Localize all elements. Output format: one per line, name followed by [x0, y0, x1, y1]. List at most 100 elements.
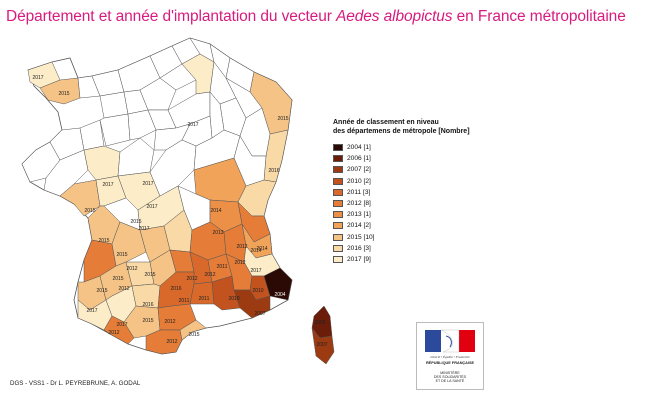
department-year-label: 2015 — [116, 252, 127, 258]
legend-swatch — [333, 244, 343, 252]
departments-layer — [21, 37, 335, 365]
department-year-label: 2017 — [146, 204, 157, 210]
department-year-label: 2012 — [108, 330, 119, 336]
flag-blue-band — [425, 330, 441, 352]
department-year-label: 2011 — [217, 264, 228, 270]
legend-label: 2013 [1] — [347, 211, 371, 219]
department-area — [117, 137, 155, 177]
department-year-label: 2017 — [86, 308, 97, 314]
title-text: Département et année d'implantation du v… — [6, 8, 336, 25]
department-year-label: 2015 — [188, 332, 199, 338]
logo-republic: RÉPUBLIQUE FRANÇAISE — [425, 361, 475, 365]
legend-swatch — [333, 166, 343, 174]
department-year-label: 2011 — [179, 298, 190, 304]
legend-item: 2010 [2] — [333, 176, 533, 187]
legend-label: 2011 [3] — [347, 188, 371, 196]
department-year-label: 2017 — [142, 181, 153, 187]
marianne-profile — [440, 329, 460, 353]
department-year-label: 2017 — [250, 268, 261, 274]
legend-swatch — [333, 200, 343, 208]
legend-item: 2011 [3] — [333, 187, 533, 198]
department-year-label: 2015 — [130, 219, 141, 225]
flag-red-band — [459, 330, 475, 352]
legend-item: 2014 [2] — [333, 220, 533, 231]
legend-swatch — [333, 177, 343, 185]
legend-item: 2015 [10] — [333, 232, 533, 243]
marianne-hair-line — [445, 335, 452, 348]
department-year-label: 2011 — [199, 296, 210, 302]
department-area — [233, 289, 271, 319]
department-year-label: 2017 — [116, 322, 127, 328]
department-year-label: 2012 — [204, 272, 215, 278]
credit-text: DGS - VSS1 - Dr L. PEYREBRUNE, A. GODAL — [10, 380, 141, 387]
department-area — [263, 267, 293, 301]
department-year-label: 2014 — [250, 248, 261, 254]
department-area — [127, 109, 157, 141]
department-labels: 2017201520172015201620172015201720172014… — [32, 75, 327, 348]
ministry-logo: Liberté • Égalité • Fraternité RÉPUBLIQU… — [416, 322, 484, 390]
legend-item: 2012 [8] — [333, 198, 533, 209]
legend-item: 2004 [1] — [333, 142, 533, 153]
legend-rows: 2004 [1] 2006 [1] 2007 [2] 2010 [2] 2011 [3]… — [333, 142, 533, 265]
legend-swatch — [333, 155, 343, 163]
corsica-department — [311, 327, 335, 365]
department-area — [139, 77, 177, 111]
legend-label: 2017 [9] — [347, 255, 371, 263]
department-year-label: 2015 — [112, 276, 123, 282]
department-year-label: 2014 — [210, 208, 221, 214]
logo-motto: Liberté • Égalité • Fraternité — [430, 355, 470, 359]
department-year-label: 2016 — [268, 168, 279, 174]
legend-label: 2014 [2] — [347, 222, 371, 230]
department-year-label: 2012 — [186, 276, 197, 282]
department-year-label: 2017 — [32, 75, 43, 81]
map-legend: Année de classement en niveau des départ… — [333, 118, 533, 265]
department-year-label: 2012 — [126, 266, 137, 272]
department-year-label: 2016 — [142, 302, 153, 308]
department-year-label: 2007 — [254, 311, 265, 317]
legend-item: 2006 [1] — [333, 153, 533, 164]
legend-swatch — [333, 233, 343, 241]
legend-label: 2007 [2] — [347, 166, 371, 174]
legend-item: 2017 [9] — [333, 254, 533, 265]
department-year-label: 2015 — [277, 116, 288, 122]
department-area — [145, 329, 183, 355]
department-year-label: 2015 — [142, 318, 153, 324]
department-year-label: 2016 — [170, 286, 181, 292]
department-area — [43, 149, 89, 197]
department-year-label: 2006 — [314, 320, 325, 326]
department-year-label: 2012 — [236, 244, 247, 250]
department-area — [179, 319, 207, 341]
department-year-label: 2015 — [58, 91, 69, 97]
legend-item: 2007 [2] — [333, 164, 533, 175]
title-species: Aedes albopictus — [336, 8, 453, 25]
department-year-label: 2017 — [138, 226, 149, 232]
department-year-label: 2015 — [96, 288, 107, 294]
legend-label: 2012 [8] — [347, 200, 371, 208]
legend-item: 2016 [3] — [333, 243, 533, 254]
legend-swatch — [333, 144, 343, 152]
legend-label: 2006 [1] — [347, 155, 371, 163]
department-year-label: 2015 — [144, 272, 155, 278]
legend-swatch — [333, 211, 343, 219]
legend-swatch — [333, 222, 343, 230]
department-year-label: 2012 — [166, 339, 177, 345]
department-year-label: 2013 — [212, 230, 223, 236]
map-title: Département et année d'implantation du v… — [6, 8, 666, 26]
department-year-label: 2004 — [274, 292, 285, 298]
department-area — [99, 91, 129, 119]
title-text-end: en France métropolitaine — [452, 8, 626, 25]
legend-swatch — [333, 188, 343, 196]
department-year-label: 2010 — [228, 296, 239, 302]
department-year-label: 2017 — [187, 122, 198, 128]
department-year-label: 2017 — [102, 182, 113, 188]
department-year-label: 2014 — [256, 246, 267, 252]
logo-frame — [416, 322, 484, 390]
department-year-label: 2010 — [252, 288, 263, 294]
legend-label: 2004 [1] — [347, 144, 371, 152]
department-year-label: 2012 — [118, 286, 129, 292]
department-year-label: 2015 — [98, 238, 109, 244]
legend-label: 2010 [2] — [347, 177, 371, 185]
department-year-label: 2012 — [164, 319, 175, 325]
legend-swatch — [333, 255, 343, 263]
